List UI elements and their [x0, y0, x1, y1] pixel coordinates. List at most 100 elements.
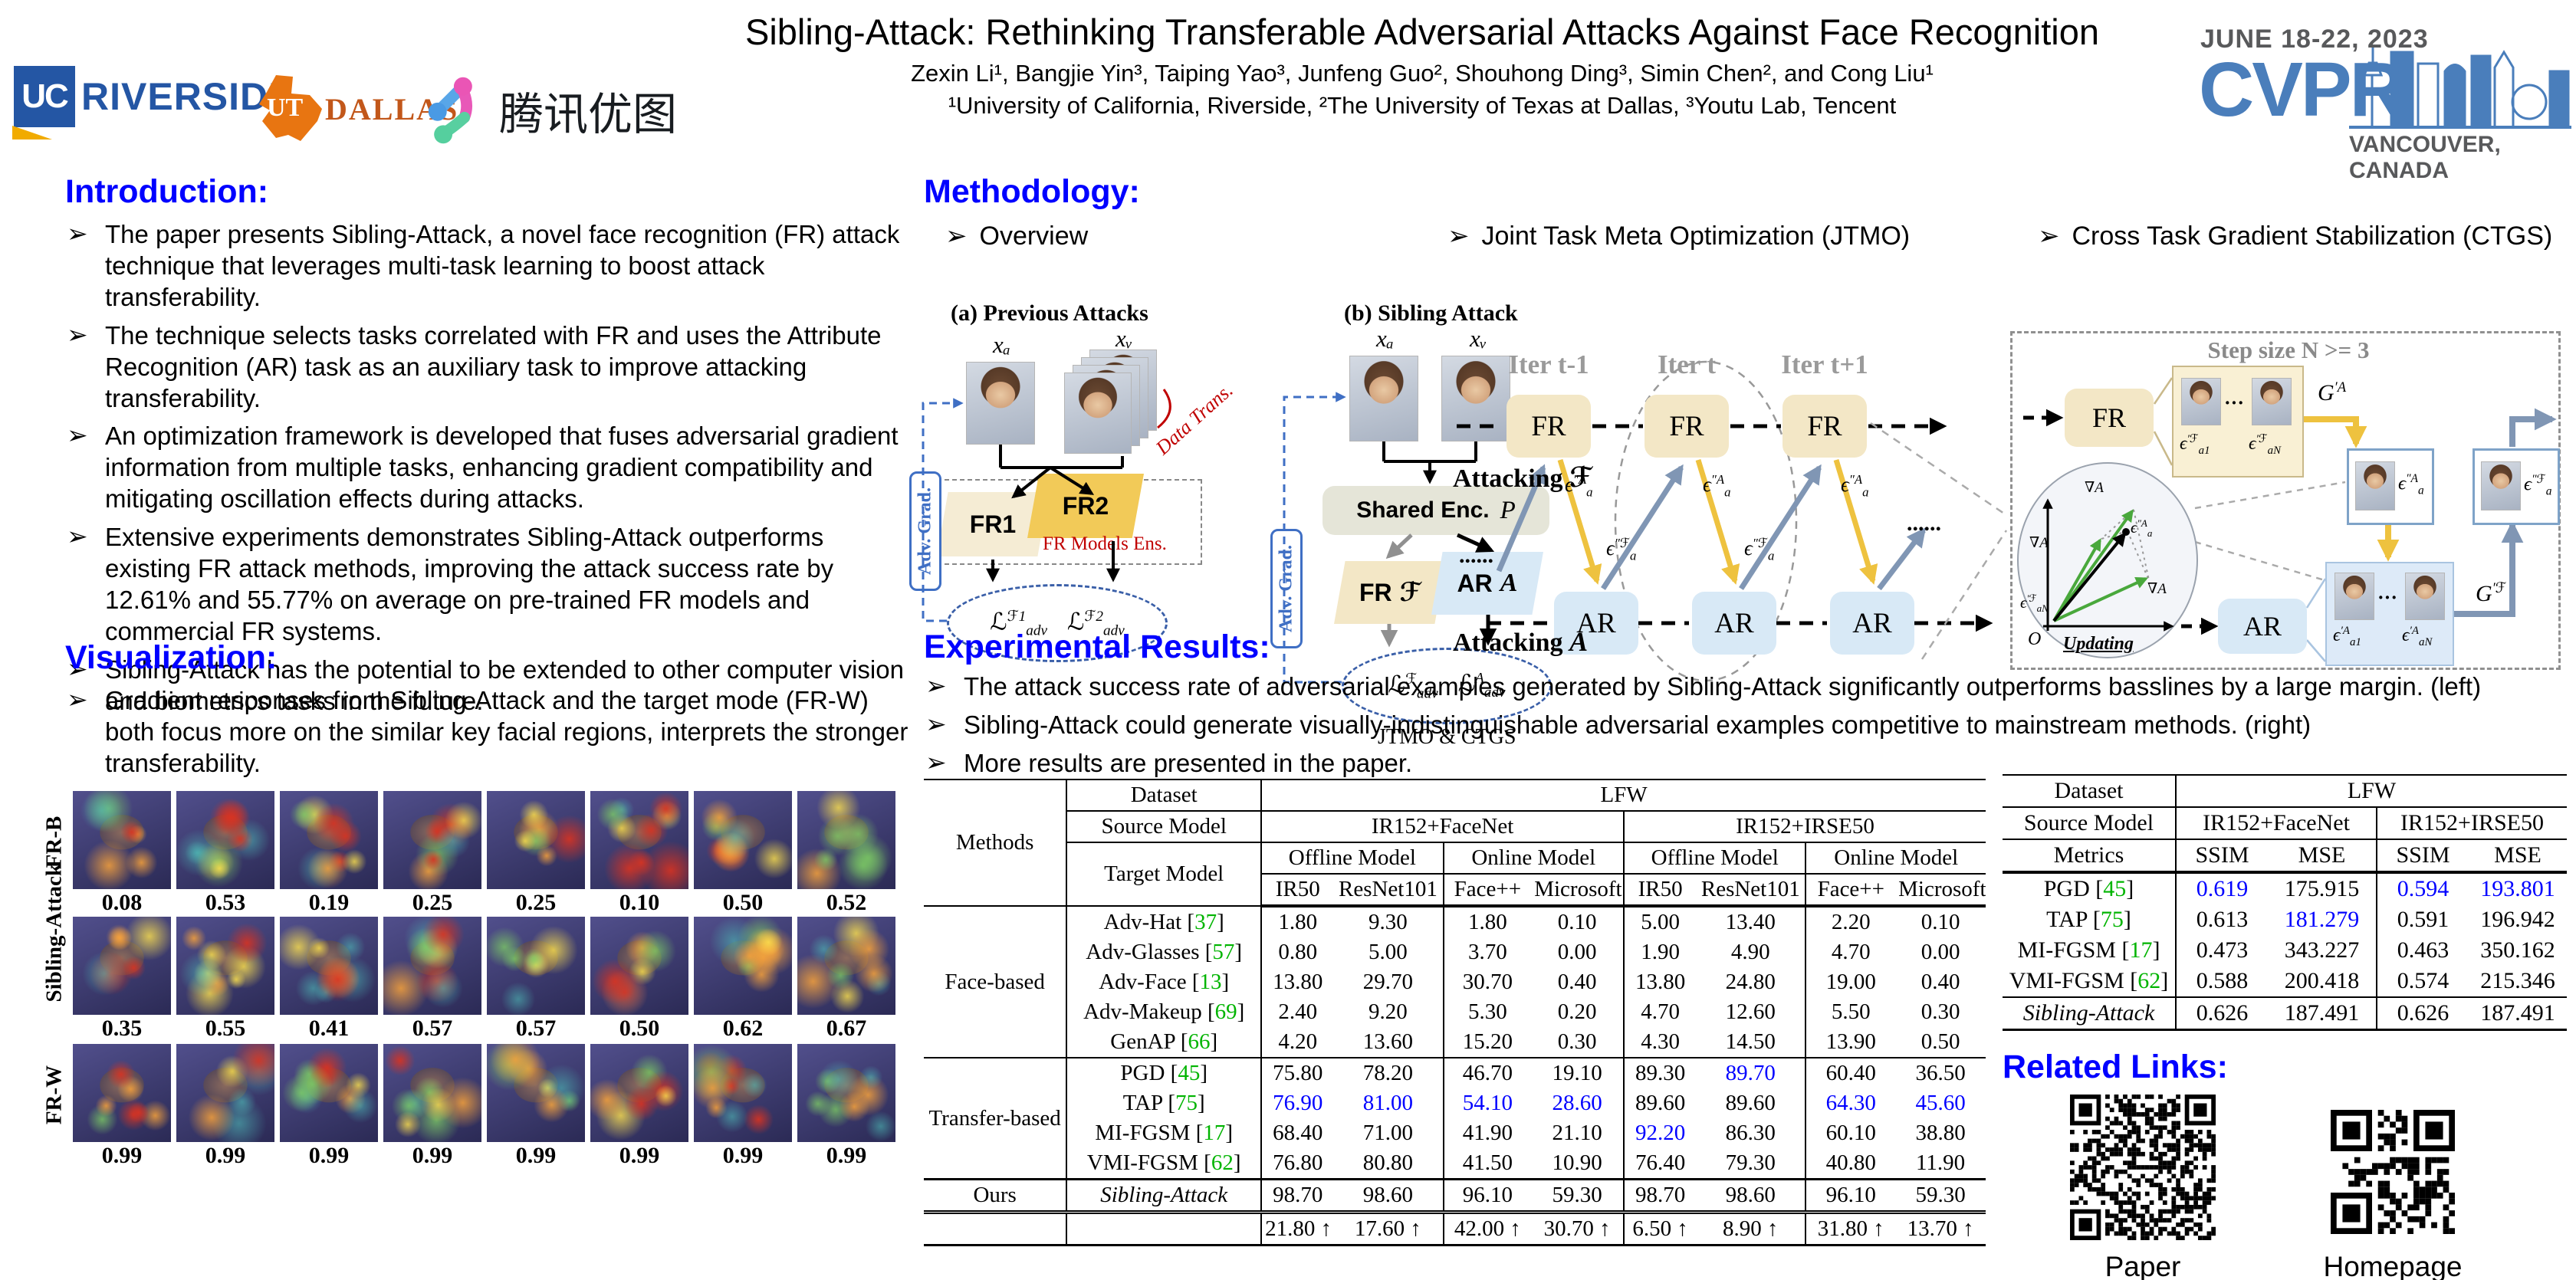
- related-links-heading: Related Links:: [2003, 1049, 2228, 1085]
- heatmap-face-image: [590, 917, 688, 1015]
- header-cell: MSE: [2268, 839, 2377, 874]
- diagram-b-arrows: [1283, 392, 1497, 684]
- value-cell: 13.90: [1825, 1029, 1876, 1054]
- value-cell: 4.30: [1641, 1029, 1680, 1054]
- ctgs-arrows: [2023, 377, 2557, 662]
- method-group-cell: [924, 1210, 1068, 1246]
- youtu-wordmark: 腾讯优图: [499, 90, 678, 139]
- table-row: PGD [45] 0.619 175.915 0.594 193.801: [2003, 872, 2567, 904]
- fr-node: FR: [1506, 395, 1591, 458]
- header-cell: Dataset: [1066, 779, 1263, 812]
- authors-line: Zexin Li¹, Bangjie Yin³, Taiping Yao³, J…: [911, 60, 1934, 87]
- value-cell: 0.591: [2397, 907, 2450, 932]
- method-name-cell: VMI-FGSM [62]: [2003, 966, 2177, 997]
- bullet-item: ➢ An optimization framework is developed …: [65, 421, 909, 515]
- header-cell: LFW: [1261, 779, 1986, 812]
- method-name-cell: PGD [45]: [1066, 1057, 1263, 1088]
- heatmap-score: 0.99: [101, 1143, 143, 1168]
- heatmap-face-image: [797, 917, 895, 1015]
- value-cell: 60.10: [1825, 1121, 1876, 1145]
- eps-a-label: ϵ″Aa: [1565, 472, 1593, 500]
- value-cell: 0.10: [1921, 910, 1960, 934]
- header-cell: MSE: [2469, 839, 2568, 874]
- value-cell: 13.70 ↑: [1895, 1210, 1986, 1246]
- citation-number: 45: [1178, 1061, 1201, 1085]
- fr-node: FR: [1783, 395, 1867, 458]
- bullet-text: Sibling-Attack has the potential to be e…: [105, 655, 904, 715]
- ar-node: AR: [1692, 592, 1776, 655]
- value-cell: 0.10: [1531, 906, 1625, 937]
- heatmap-score: 0.99: [515, 1143, 557, 1168]
- citation-number: 13: [1199, 970, 1222, 994]
- value-cell: 71.00: [1333, 1118, 1444, 1148]
- value-cell: 0.463: [2397, 937, 2450, 963]
- experimental-bullets: ➢ The attack success rate of adversarial …: [924, 671, 2572, 786]
- heatmap-face-image: [280, 791, 378, 889]
- eps-af-label: ϵ″ℱa: [2524, 473, 2552, 498]
- eps-aN-label: ϵ′AaN: [2402, 625, 2433, 648]
- header-cell: Methods: [924, 779, 1068, 907]
- value-cell: 181.279: [2268, 904, 2377, 935]
- gradient-response-grid: FR-B 0.08 0.53 0.19 0.25 0.25 0.10 0.50 0.52 Sibl…: [31, 791, 905, 1182]
- value-cell: 89.70: [1696, 1057, 1807, 1088]
- heatmap-face-image: [73, 1044, 171, 1142]
- value-cell: 41.90: [1462, 1121, 1513, 1145]
- value-cell: 76.80: [1273, 1150, 1323, 1175]
- value-cell: 5.30: [1468, 999, 1507, 1024]
- shared-encoder-box: Shared Enc. P: [1322, 486, 1549, 535]
- citation-number: 37: [1194, 909, 1217, 934]
- heatmap-face-image: [280, 917, 378, 1015]
- adv-face-image: [2355, 461, 2395, 510]
- heatmap-score: 0.19: [308, 890, 350, 915]
- heatmap-face-image: [694, 791, 792, 889]
- ucr-wordmark: RIVERSIDE: [81, 75, 295, 118]
- page-title: Sibling-Attack: Rethinking Transferable …: [744, 11, 2100, 52]
- ar-branch-box: AR A: [1431, 552, 1543, 615]
- heatmap-face-image: [487, 917, 585, 1015]
- value-cell: 13.80: [1273, 970, 1323, 994]
- value-cell: 21.80 ↑: [1261, 1210, 1334, 1246]
- value-cell: 59.30: [1895, 1178, 1986, 1213]
- image-quality-table: Dataset LFW Source Model IR152+FaceNet IR152…: [2003, 774, 2568, 1031]
- value-cell: 0.20: [1531, 997, 1625, 1027]
- nabla-label: ∇A: [2147, 581, 2167, 597]
- value-cell: 196.942: [2480, 907, 2555, 932]
- method-name-cell: GenAP [66]: [1066, 1027, 1263, 1058]
- methodology-bullet-overview: ➢ Overview: [945, 222, 1089, 251]
- heatmap-row-label: FR-W: [41, 1065, 67, 1125]
- heatmap-score: 0.99: [619, 1143, 660, 1168]
- cvpr-dates: JUNE 18-22, 2023: [2200, 25, 2429, 54]
- arrow-bullet-icon: ➢: [67, 522, 88, 551]
- experimental-heading: Experimental Results:: [924, 629, 1270, 665]
- heatmap-face-image: [176, 917, 274, 1015]
- heatmap-face-image: [280, 1044, 378, 1142]
- heatmap-face-image: [590, 791, 688, 889]
- adv-face-image: [2481, 461, 2521, 510]
- method-group-cell: Transfer-based: [924, 1057, 1068, 1180]
- nabla-label: ∇A: [2085, 480, 2104, 496]
- heatmap-score: 0.25: [515, 890, 557, 915]
- value-cell: 89.60: [1696, 1088, 1807, 1118]
- header-cell: Offline Model: [1624, 842, 1807, 875]
- adv-face-image: [2334, 573, 2374, 620]
- method-name-cell: Adv-Face [13]: [1066, 967, 1263, 997]
- arrow-bullet-icon: ➢: [925, 747, 947, 776]
- iter-label: Iter t-1: [1508, 350, 1589, 379]
- loss-f1-label: ℒℱ1adv: [990, 608, 1047, 639]
- fr-node: FR: [1644, 395, 1729, 458]
- value-cell: 5.50: [1831, 999, 1871, 1024]
- method-name-cell: TAP [75]: [1066, 1088, 1263, 1118]
- fr1-model-box: FR1: [937, 492, 1049, 556]
- citation-number: 69: [1214, 999, 1237, 1024]
- citation-number: 57: [1212, 940, 1235, 964]
- bullet-text: Gradient responses from Sibling-Attack a…: [105, 686, 909, 777]
- bullet-text: An optimization framework is developed t…: [105, 422, 899, 514]
- arrow-bullet-icon: ➢: [945, 222, 968, 251]
- heatmap-score: 0.99: [722, 1143, 764, 1168]
- value-cell: 0.40: [1921, 970, 1960, 994]
- heatmap-face-image: [383, 1044, 481, 1142]
- value-cell: 59.30: [1531, 1178, 1625, 1213]
- value-cell: 40.80: [1825, 1150, 1876, 1175]
- table-row: Adv-Face [13] 13.80 29.70 30.70 0.40 13.80 24.…: [924, 967, 1986, 997]
- value-cell: 193.801: [2480, 876, 2555, 901]
